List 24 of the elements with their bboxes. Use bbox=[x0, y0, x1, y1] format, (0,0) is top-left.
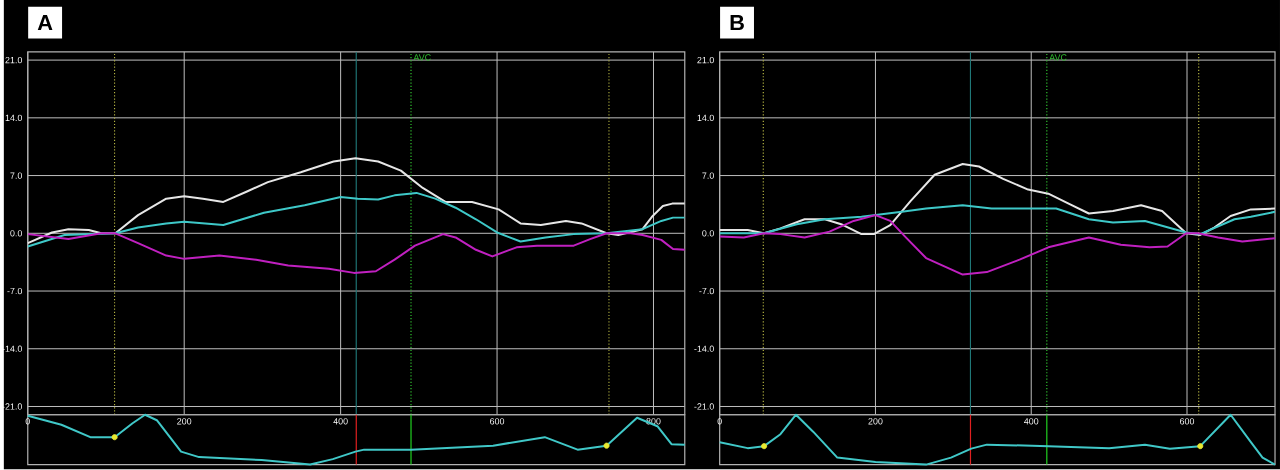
y-tick-label: 21.0 bbox=[697, 57, 714, 64]
x-tick-label: 400 bbox=[1023, 418, 1039, 425]
y-tick-label: -7.0 bbox=[699, 288, 714, 295]
x-tick-label: 200 bbox=[868, 418, 883, 425]
ref-line-label: AVC bbox=[1049, 54, 1067, 61]
y-tick-label: 21.0 bbox=[5, 57, 23, 64]
chart-title: A bbox=[37, 15, 53, 31]
y-tick-label: -21.0 bbox=[694, 403, 714, 410]
chart-title: B bbox=[730, 15, 744, 31]
x-tick-label: 0 bbox=[25, 418, 30, 425]
y-tick-label: -14.0 bbox=[694, 345, 714, 353]
y-tick-label: 14.0 bbox=[5, 114, 23, 122]
ref-line-label: AVC bbox=[413, 54, 431, 61]
y-tick-label: 0.0 bbox=[10, 230, 23, 237]
y-tick-label: 0.0 bbox=[702, 230, 714, 237]
x-tick-label: 200 bbox=[177, 418, 192, 425]
y-tick-label: 7.0 bbox=[702, 172, 714, 179]
y-tick-label: 14.0 bbox=[697, 114, 714, 122]
y-tick-label: 7.0 bbox=[10, 172, 23, 179]
x-tick-label: 0 bbox=[717, 418, 722, 425]
x-tick-label: 400 bbox=[333, 418, 348, 425]
x-tick-label: 600 bbox=[1180, 418, 1195, 425]
y-tick-label: -7.0 bbox=[7, 288, 23, 295]
x-tick-label: 600 bbox=[490, 418, 505, 425]
